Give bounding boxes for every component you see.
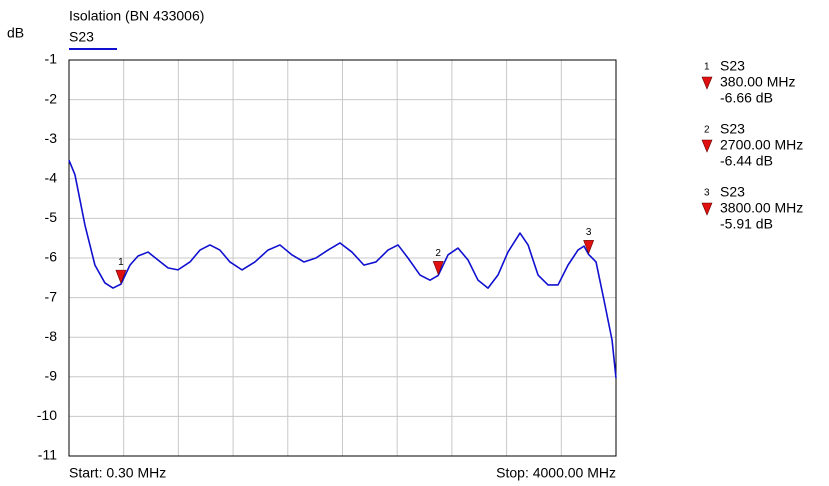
y-axis-label: dB [7, 25, 24, 41]
legend-frequency: 3800.00 MHz [720, 200, 803, 216]
chart-title: Isolation (BN 433006) [69, 8, 204, 24]
legend-value: -6.44 dB [720, 153, 773, 169]
y-tick-label: -4 [45, 170, 58, 186]
legend-marker-number: 3 [704, 188, 710, 199]
legend-trace: S23 [720, 184, 745, 200]
legend-value: -5.91 dB [720, 216, 773, 232]
y-tick-label: -7 [45, 288, 58, 304]
legend-trace: S23 [720, 58, 745, 74]
y-tick-label: -9 [45, 368, 58, 384]
legend-value: -6.66 dB [720, 90, 773, 106]
y-tick-label: -6 [45, 249, 58, 265]
legend-marker-icon [701, 139, 713, 153]
marker-number: 3 [586, 227, 592, 238]
y-tick-label: -5 [45, 209, 58, 225]
y-tick-label: -1 [45, 51, 58, 67]
y-tick-label: -3 [45, 130, 58, 146]
marker [583, 240, 595, 255]
legend-trace: S23 [720, 121, 745, 137]
y-tick-label: -11 [38, 447, 57, 463]
y-tick-label: -10 [37, 407, 57, 423]
y-tick-label: -8 [45, 328, 58, 344]
legend-entry: S23 [69, 29, 94, 45]
marker [432, 261, 444, 276]
legend-marker-number: 2 [704, 125, 710, 136]
legend-marker-number: 1 [704, 62, 710, 73]
marker [115, 269, 127, 284]
trace-line [68, 159, 617, 379]
legend-marker-icon [701, 202, 713, 216]
marker-number: 1 [118, 257, 124, 268]
legend-marker-icon [701, 76, 713, 90]
legend-frequency: 380.00 MHz [720, 74, 795, 90]
stop-label: Stop: 4000.00 MHz [496, 465, 616, 481]
y-tick-label: -2 [45, 90, 58, 106]
plot-frame [68, 59, 617, 457]
legend-frequency: 2700.00 MHz [720, 137, 803, 153]
marker-number: 2 [435, 248, 441, 259]
start-label: Start: 0.30 MHz [69, 465, 166, 481]
